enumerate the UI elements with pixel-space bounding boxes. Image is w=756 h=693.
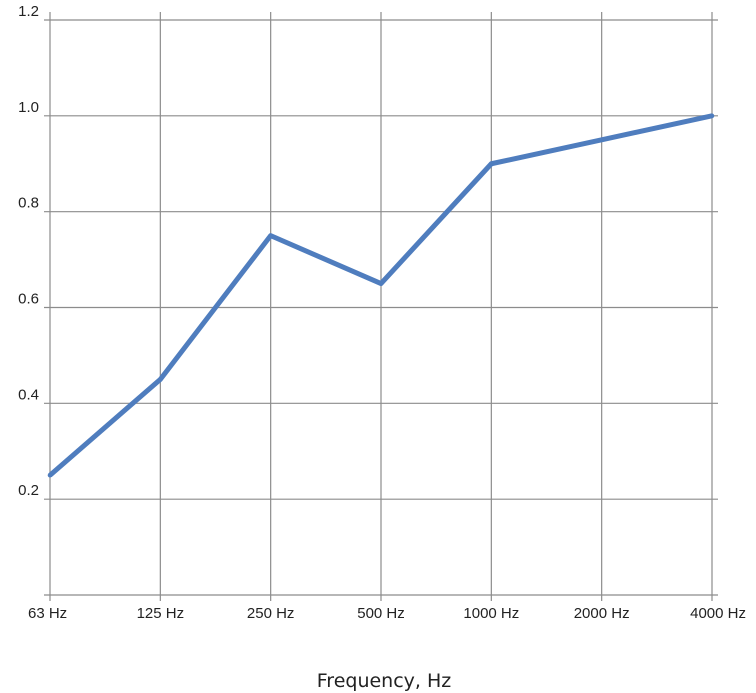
data-point bbox=[158, 377, 163, 382]
data-point bbox=[599, 137, 604, 143]
y-tick-label: 1.2 bbox=[18, 3, 39, 20]
x-tick-label: 125 Hz bbox=[137, 605, 185, 622]
data-point bbox=[378, 281, 384, 286]
x-tick-label: 1000 Hz bbox=[463, 605, 519, 622]
x-tick-label: 500 Hz bbox=[357, 605, 405, 622]
data-point bbox=[47, 472, 53, 478]
x-axis-title: Frequency, Hz bbox=[317, 670, 452, 692]
data-point bbox=[489, 161, 494, 167]
data-point bbox=[268, 233, 273, 238]
x-tick-label: 63 Hz bbox=[28, 605, 67, 622]
y-tick-label: 0.2 bbox=[18, 482, 39, 499]
x-axis-tick-labels: 63 Hz 125 Hz 250 Hz 500 Hz 1000 Hz 2000 Hz 400… bbox=[28, 605, 746, 622]
x-tick-label: 250 Hz bbox=[247, 605, 295, 622]
y-tick-label: 1.0 bbox=[18, 99, 39, 116]
series bbox=[47, 113, 715, 478]
x-tick-label: 2000 Hz bbox=[574, 605, 630, 622]
y-axis-tick-labels: 0.2 0.4 0.6 0.8 1.0 1.2 bbox=[18, 3, 39, 499]
data-point bbox=[709, 113, 715, 119]
grid bbox=[44, 12, 718, 601]
x-tick-label: 4000 Hz bbox=[690, 605, 746, 622]
y-tick-label: 0.4 bbox=[18, 386, 39, 403]
y-tick-label: 0.6 bbox=[18, 291, 39, 308]
y-tick-label: 0.8 bbox=[18, 195, 39, 212]
